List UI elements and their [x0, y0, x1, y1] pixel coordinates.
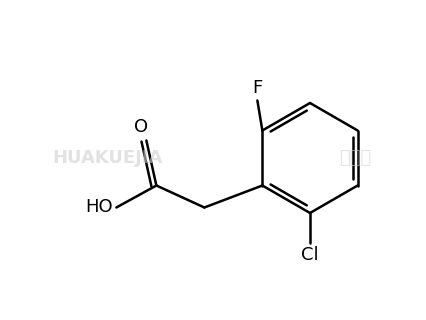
Text: HUAKUEJIA: HUAKUEJIA [53, 149, 163, 167]
Text: Cl: Cl [301, 246, 319, 264]
Text: 化学加: 化学加 [339, 149, 371, 167]
Text: F: F [252, 78, 262, 97]
Text: O: O [134, 117, 148, 135]
Text: HO: HO [86, 198, 113, 217]
